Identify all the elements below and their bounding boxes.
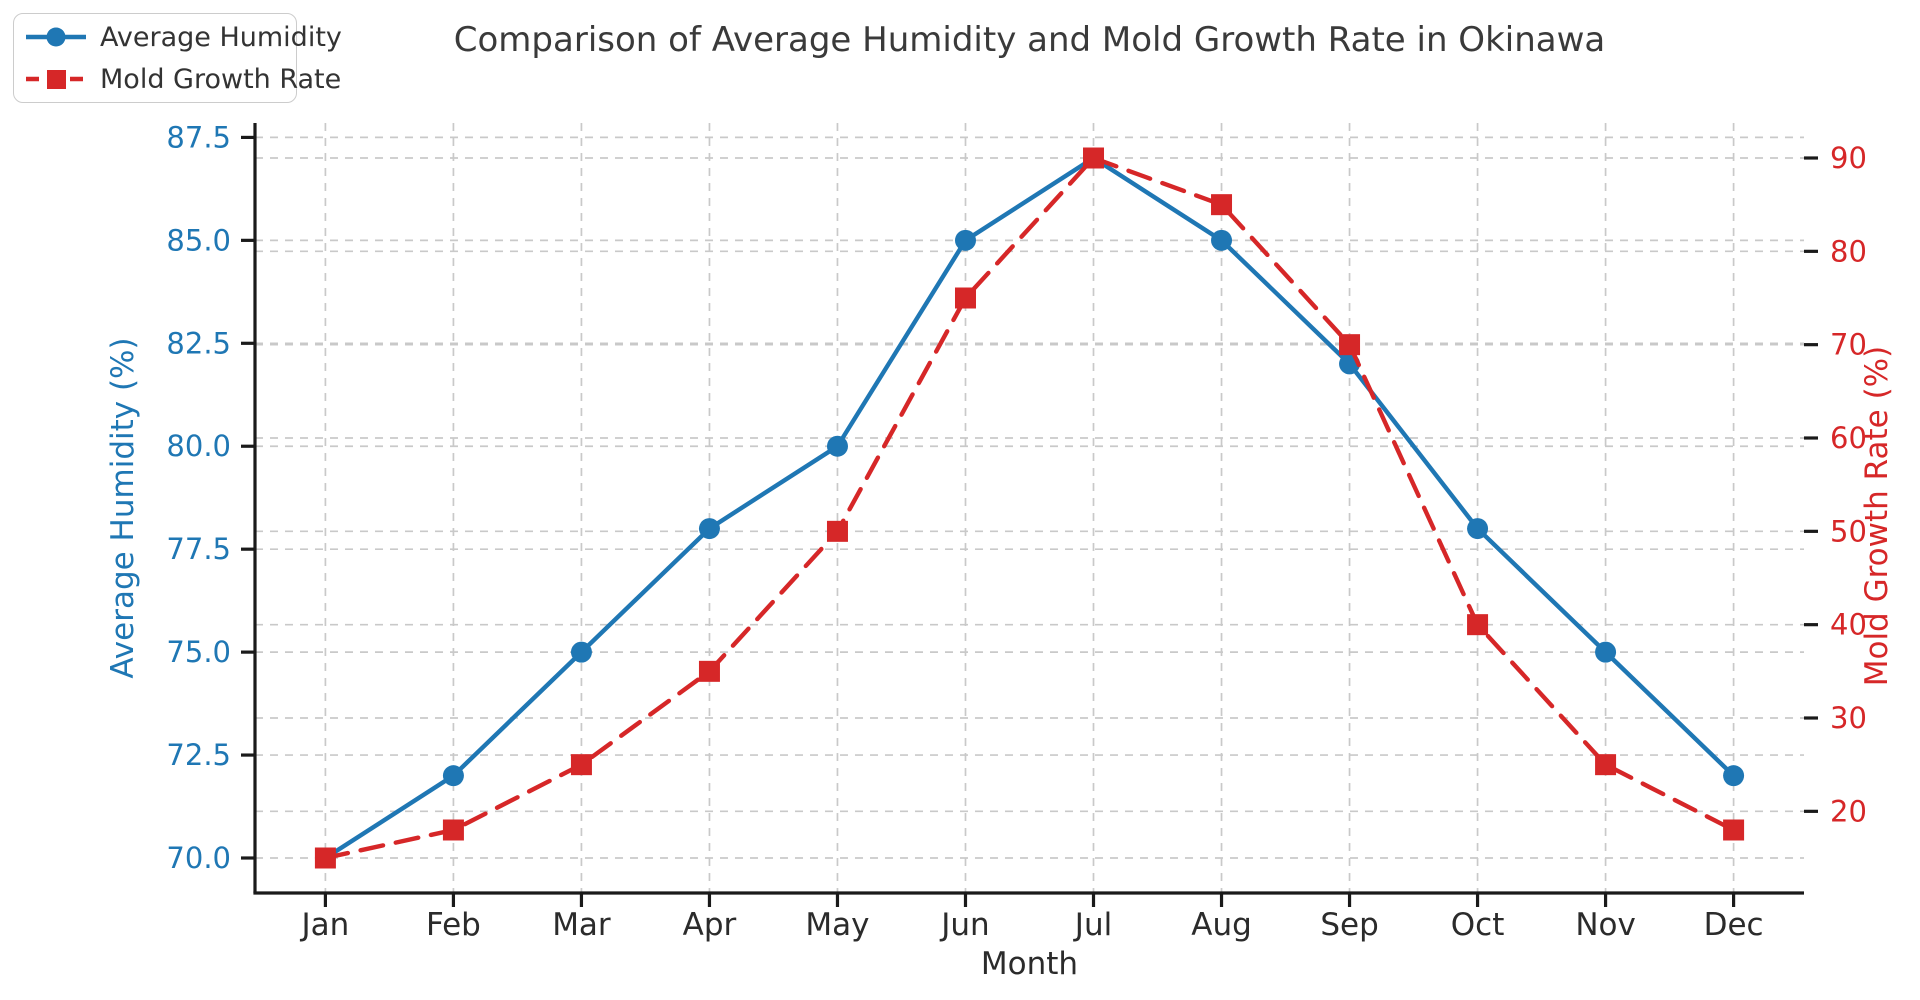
mold-marker (1723, 819, 1745, 841)
x-tick-label: Nov (1575, 907, 1636, 943)
y-left-tick-label: 87.5 (166, 120, 231, 154)
y-right-tick-label: 80 (1830, 234, 1867, 268)
legend-key-marker (47, 70, 66, 89)
mold-marker (1339, 334, 1361, 356)
mold-marker (1467, 614, 1489, 636)
y-left-tick-label: 82.5 (166, 326, 231, 360)
legend-label: Mold Growth Rate (100, 63, 342, 95)
x-tick-label: Apr (683, 907, 737, 943)
y-axis-label-left: Average Humidity (%) (105, 337, 141, 679)
y-left-tick-label: 77.5 (166, 532, 231, 566)
mold-marker (1595, 754, 1617, 776)
x-tick-label: Mar (552, 907, 611, 943)
mold-marker (826, 520, 848, 542)
legend-item-average-humidity: Average Humidity (24, 20, 342, 54)
y-right-tick-label: 30 (1830, 701, 1867, 735)
mold-marker (1211, 194, 1233, 216)
mold-marker (698, 660, 720, 682)
x-tick-label: May (805, 907, 869, 943)
y-right-tick-label: 20 (1830, 794, 1867, 828)
humidity-marker (1467, 518, 1489, 540)
mold-marker (442, 819, 464, 841)
mold-marker (954, 287, 976, 309)
mold-marker (570, 754, 592, 776)
humidity-line (323, 155, 1736, 861)
legend-label: Average Humidity (100, 21, 342, 53)
legend-key-marker (46, 27, 66, 47)
humidity-marker (954, 229, 976, 251)
x-tick-label: Sep (1320, 907, 1378, 943)
mold-line (323, 155, 1736, 861)
y-right-tick-label: 60 (1830, 421, 1867, 455)
humidity-marker (1595, 641, 1617, 663)
y-left-tick-label: 85.0 (166, 223, 231, 257)
y-right-tick-label: 50 (1830, 514, 1867, 548)
humidity-marker (698, 518, 720, 540)
x-tick-label: Feb (426, 907, 481, 943)
humidity-marker (570, 641, 592, 663)
x-axis-label: Month (980, 946, 1079, 982)
x-tick-label: Dec (1704, 907, 1764, 943)
x-tick-label: Aug (1191, 907, 1252, 943)
x-tick-label: Oct (1451, 907, 1505, 943)
y-right-tick-label: 70 (1830, 328, 1867, 362)
chart-title: Comparison of Average Humidity and Mold … (453, 20, 1606, 60)
y-left-tick-label: 80.0 (166, 429, 231, 463)
legend-item-mold-growth-rate: Mold Growth Rate (24, 62, 341, 96)
humidity-line-sample-icon (26, 27, 86, 47)
x-tick-label: Jun (939, 907, 989, 943)
x-tick-label: Jul (1073, 907, 1112, 943)
legend: Average Humidity Mold Growth Rate (13, 13, 342, 103)
y-left-tick-label: 72.5 (166, 738, 231, 772)
humidity-marker (1211, 229, 1233, 251)
y-left-tick-label: 75.0 (166, 635, 231, 669)
humidity-marker (826, 435, 848, 457)
y-right-tick-label: 40 (1830, 608, 1867, 642)
y-right-tick-label: 90 (1830, 141, 1867, 175)
humidity-marker (442, 765, 464, 787)
mold-marker (1083, 147, 1105, 169)
mold-line-sample-icon (26, 70, 86, 89)
y-axis-label-right: Mold Growth Rate (%) (1859, 345, 1895, 687)
y-left-tick-label: 70.0 (166, 841, 231, 875)
humidity-marker (1723, 765, 1745, 787)
x-tick-label: Jan (300, 907, 350, 943)
mold-marker (314, 847, 336, 869)
